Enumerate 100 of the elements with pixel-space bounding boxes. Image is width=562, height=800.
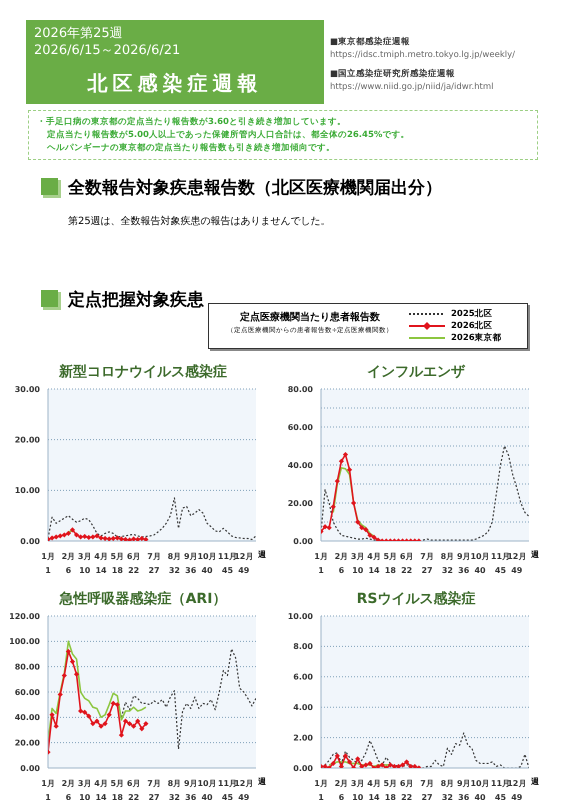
text: 2026/6/15～2026/6/21 [34,42,180,59]
x-tick-label: 8月 32 [440,779,454,800]
y-tick-label: 4.00 [293,703,314,712]
point [74,672,80,677]
y-tick-label: 0.00 [293,536,314,546]
text: 全数報告対象疾患報告数（北区医療機関届出分） [68,177,442,199]
x-tick-label: 3月 10 [350,552,364,575]
x-tick-label: 9月 36 [456,779,471,800]
x-tick-label: 6月 22 [126,779,140,800]
y-tick-label: 20.00 [14,738,40,748]
x-tick-label: 6月 22 [126,552,140,575]
y-tick-label: 0.00 [20,536,40,546]
x-tick-label: 8月 32 [168,779,182,800]
y-tick-label: 0.00 [293,764,314,773]
chart-title: 急性呼吸器感染症（ARI） [58,590,228,609]
x-tick-label: 2月 6 [334,552,348,575]
x-tick-label: 7月 27 [420,552,434,575]
point [70,659,76,664]
x-tick-label: 2月 6 [62,779,76,800]
point [98,724,104,729]
point [367,532,373,538]
x-tick-label: 7月 27 [147,552,161,575]
text: 定点当たり報告数が5.00人以上であった保健所管内人口合計は、都全体の26.45%です。 [46,129,410,142]
y-tick-label: 10.00 [14,486,40,496]
y-tick-label: 60.00 [288,422,314,432]
x-tick-label: 8月 32 [440,552,454,575]
x-tick-label: 8月 32 [168,552,182,575]
chart-title: 新型コロナウイルス感染症 [58,363,228,382]
text: https://idsc.tmiph.metro.tokyo.lg.jp/weekly/ [330,49,515,62]
x-tick-label: 4月 14 [367,552,381,575]
point [122,718,128,724]
point [78,708,84,714]
x-tick-label: 1月 1 [41,552,55,575]
x-tick-label: 5月 18 [384,779,398,800]
point [334,478,340,484]
legend-label: 2026北区 [451,320,493,332]
x-tick-label: 12月 49 [234,779,254,800]
x-tick-label: 10月 40 [197,779,217,800]
x-tick-label: 6月 22 [400,552,414,575]
point [351,500,356,506]
x-tick-label: 3月 10 [78,552,92,575]
y-tick-label: 2.00 [293,733,314,742]
y-tick-label: 30.00 [14,384,40,394]
point [86,713,92,719]
x-tick-label: 5月 18 [384,552,398,575]
x-tick-label: 1月 1 [41,779,55,800]
x-tick-label: 12月 49 [507,552,526,575]
x-axis-title: 週 [531,549,539,560]
x-tick-label: 6月 22 [400,779,414,800]
y-tick-label: 6.00 [293,672,314,682]
point [131,724,136,729]
point [143,721,148,726]
x-tick-label: 4月 14 [367,779,381,800]
x-tick-label: 1月 1 [314,779,328,800]
x-axis-title: 週 [531,776,539,787]
point [110,700,116,706]
y-tick-label: 8.00 [293,642,314,652]
y-tick-label: 60.00 [14,688,40,697]
point [342,452,348,458]
text: ■国立感染症研究所感染症週報 [330,68,456,81]
legend-label: 2026東京都 [451,332,502,344]
text: 北区感染症週報 [86,70,264,97]
point [62,672,67,678]
text: 第25週は、全数報告対象疾患の報告はありませんでした。 [68,214,331,228]
point [371,534,377,540]
point [106,712,112,718]
x-tick-label: 10月 40 [470,779,490,800]
x-tick-label: 5月 18 [110,779,124,800]
text: ・手足口病の東京都の定点当たり報告数が3.60と引き続き増加しています。 [37,116,347,129]
chart-title: RSウイルス感染症 [356,590,476,609]
x-tick-label: 5月 18 [110,552,124,575]
x-tick-label: 9月 36 [456,552,471,575]
point [376,537,381,541]
x-tick-label: 7月 27 [147,779,161,800]
x-tick-label: 2月 6 [62,552,76,575]
y-tick-label: 40.00 [288,460,314,470]
y-tick-label: 20.00 [14,436,40,445]
x-tick-label: 1月 1 [314,552,328,575]
point [330,504,336,510]
point [114,702,120,708]
x-axis-title: 週 [258,776,266,787]
point [90,721,96,726]
point [94,718,100,724]
x-tick-label: 10月 40 [470,552,490,575]
point [135,718,140,724]
y-tick-label: 20.00 [288,498,314,508]
y-tick-label: 80.00 [288,384,314,394]
y-tick-label: 10.00 [288,612,314,621]
point [355,519,360,525]
text: 定点把握対象疾患 [68,289,204,311]
y-tick-label: 100.00 [9,637,40,646]
point [346,467,352,472]
y-tick-label: 40.00 [14,713,40,722]
point [126,721,132,726]
point [359,525,364,530]
x-tick-label: 4月 14 [94,779,108,800]
point [363,527,368,532]
point [82,710,88,715]
y-tick-label: 80.00 [14,662,40,672]
text: 2026年第25週 [34,25,123,42]
